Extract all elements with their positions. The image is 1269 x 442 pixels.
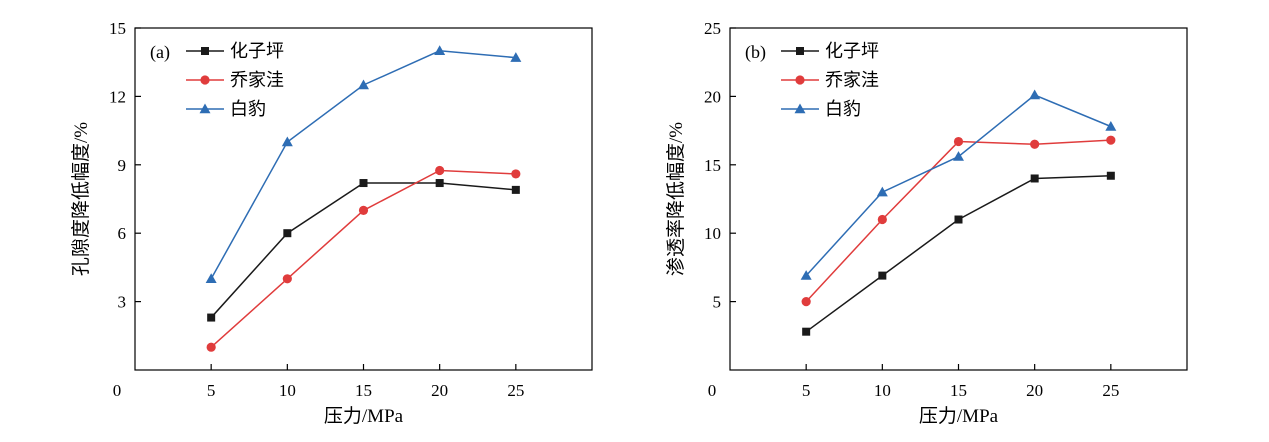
data-point [206,342,216,352]
series-line [805,94,1112,277]
data-point [802,327,811,336]
legend-marker [795,75,805,85]
legend-label: 白豹 [230,99,266,120]
data-point [1105,120,1117,131]
legend-marker [200,75,210,85]
x-axis-label: 压力/MPa [324,405,404,427]
x-tick-label: 25 [1102,381,1119,400]
x-tick-label: 25 [507,381,524,400]
data-point [358,205,369,215]
series-3 [205,45,522,283]
legend-label: 白豹 [825,99,861,120]
legend-marker [201,47,209,55]
legend-marker [199,103,211,114]
data-point [511,185,520,194]
x-tick-label: 10 [874,381,891,400]
legend-label: 乔家洼 [825,70,879,91]
y-axis-label: 孔隙度降低幅度/% [70,122,92,276]
legend-marker [794,103,806,114]
series-2 [206,165,521,352]
data-point [283,229,292,238]
y-tick-label: 15 [109,19,126,38]
y-tick-label: 9 [118,156,127,175]
data-point [1030,174,1039,183]
y-tick-label: 6 [118,224,127,243]
x-axis-label: 压力/MPa [919,405,999,427]
series-2 [801,135,1116,307]
y-tick-label: 12 [109,87,126,106]
x-tick-label: 20 [1026,381,1043,400]
panel-label: (b) [745,42,766,63]
data-point [1106,135,1116,145]
data-point [207,313,216,322]
series-1 [207,179,520,322]
x-tick-label: 15 [355,381,372,400]
data-point [1029,89,1041,100]
data-point [954,215,963,224]
legend-label: 乔家洼 [230,70,284,91]
data-point [801,297,811,307]
y-tick-label: 25 [704,19,721,38]
legend-marker [796,47,804,55]
data-point [435,165,445,176]
y-tick-label: 15 [704,156,721,175]
y-tick-label: 10 [704,224,721,243]
x-tick-label: 15 [950,381,967,400]
y-axis-label: 渗透率降低幅度/% [665,122,687,276]
data-point [953,136,964,147]
panel-b-group: 0 5 10 15 20 25 5 10 15 20 25 压力/MPa 渗透率降低幅度/% (b) 化子坪… [665,19,1188,427]
y-tick-label: 3 [118,293,127,312]
data-point [1106,171,1115,180]
data-point [358,79,369,90]
legend-label: 化子坪 [825,41,879,62]
data-point [878,271,887,280]
series-line [210,182,516,319]
panel-a-group: 0 5 10 15 20 25 3 6 9 12 15 压力/MPa 孔隙度降低幅度/% (a) 化子坪乔家… [70,19,593,427]
data-point [510,52,522,62]
data-point [876,186,888,197]
x-tick-label: 20 [431,381,448,400]
panel-label: (a) [150,42,170,63]
data-point [1030,139,1040,149]
y-tick-label: 5 [713,293,722,312]
x-tick-label: 10 [279,381,296,400]
data-point [435,179,444,188]
data-point [434,45,446,55]
series-1 [802,171,1115,336]
data-point [281,136,293,147]
x-tick-label: 5 [802,381,811,400]
x-tick-label: 0 [708,381,717,400]
data-point [205,273,217,283]
legend-label: 化子坪 [230,41,284,62]
y-tick-label: 20 [704,87,721,106]
data-point [282,274,292,284]
data-point [511,169,521,179]
series-line [805,174,1111,333]
data-point [953,151,964,161]
x-tick-label: 0 [113,381,122,400]
x-tick-label: 5 [207,381,216,400]
data-point [800,270,812,280]
series-3 [800,89,1117,280]
data-point [877,214,887,225]
data-point [359,179,368,188]
